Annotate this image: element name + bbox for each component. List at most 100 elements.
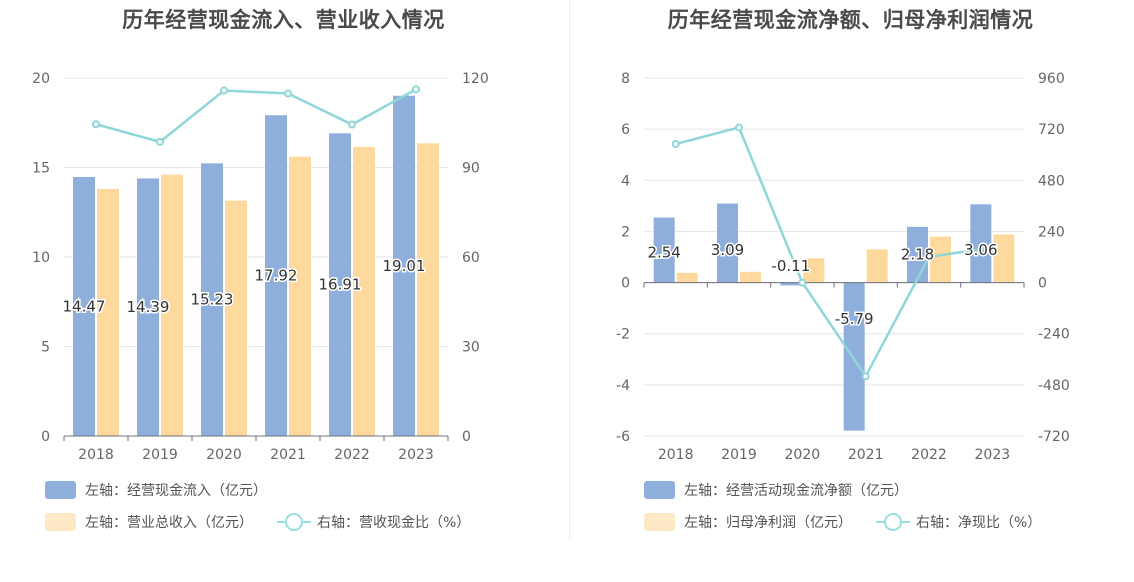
bar <box>289 156 311 436</box>
bar <box>161 174 183 436</box>
right-axis-tick-label: 720 <box>1038 122 1065 138</box>
bar <box>417 143 439 436</box>
bar <box>717 203 738 283</box>
left-axis-tick-label: 5 <box>41 340 50 356</box>
category-label: 2023 <box>398 447 434 463</box>
bar <box>137 178 159 436</box>
line-point <box>925 253 933 261</box>
legend-line-icon <box>876 513 910 531</box>
right-axis-tick-label: -480 <box>1038 378 1070 394</box>
line-point <box>156 137 164 146</box>
legend-row-2: 左轴：归母净利润（亿元） 右轴：净现比（%） <box>644 512 1065 532</box>
bar <box>225 200 247 436</box>
bar-data-label: 14.39 <box>127 298 170 316</box>
category-label: 2020 <box>785 447 821 463</box>
left-axis-tick-label: -2 <box>616 327 630 343</box>
category-label: 2018 <box>78 447 114 463</box>
left-chart-plot: 0 5 10 15 20 0 30 60 90 120 2018 2019 2020 2021 2022 20… <box>32 71 489 463</box>
left-axis-tick-label: 0 <box>621 276 630 292</box>
bar <box>73 176 95 436</box>
bar-data-label: 16.91 <box>319 276 362 294</box>
legend-item-revenue[interactable]: 左轴：营业总收入（亿元） <box>45 512 253 532</box>
legend-label: 左轴：归母净利润（亿元） <box>684 515 852 531</box>
bar <box>201 163 223 436</box>
bar <box>740 271 761 283</box>
legend-item-cash-inflow[interactable]: 左轴：经营现金流入（亿元） <box>45 480 267 500</box>
right-axis-tick-label: 480 <box>1038 173 1065 189</box>
legend-label: 左轴：经营活动现金流净额（亿元） <box>684 483 908 499</box>
line-point <box>412 85 420 94</box>
left-axis-tick-label: 15 <box>32 161 50 177</box>
right-axis-tick-label: 240 <box>1038 224 1065 240</box>
left-axis-tick-label: 6 <box>621 122 630 138</box>
line-point <box>220 86 228 95</box>
left-axis-tick-label: -4 <box>616 378 630 394</box>
category-label: 2019 <box>721 447 757 463</box>
left-axis-tick-label: 20 <box>32 71 50 87</box>
legend-swatch-blue <box>45 481 76 499</box>
bar <box>843 282 865 431</box>
legend-row-1: 左轴：经营现金流入（亿元） <box>45 480 291 500</box>
bar <box>866 249 888 283</box>
left-axis-tick-label: 10 <box>32 250 50 266</box>
bar <box>329 133 351 436</box>
bar <box>930 236 951 283</box>
legend-label: 右轴：净现比（%） <box>916 515 1042 531</box>
legend-row-1: 左轴：经营活动现金流净额（亿元） <box>644 480 932 500</box>
right-axis-tick-label: 90 <box>462 161 480 177</box>
line-point <box>798 278 807 287</box>
bar-data-label: 2.54 <box>647 244 680 262</box>
right-axis-tick-label: 30 <box>462 340 480 356</box>
legend-label: 左轴：营业总收入（亿元） <box>85 515 253 531</box>
bar-data-label: 2.18 <box>901 245 934 263</box>
category-label: 2022 <box>334 447 370 463</box>
legend-label: 左轴：经营现金流入（亿元） <box>85 483 267 499</box>
category-label: 2018 <box>658 447 694 463</box>
legend-item-cash-revenue-ratio[interactable]: 右轴：营收现金比（%） <box>277 512 470 532</box>
bar-data-label: 19.01 <box>383 257 426 275</box>
category-label: 2019 <box>142 447 178 463</box>
left-axis-tick-label: 8 <box>621 71 630 87</box>
bar-data-label: 3.09 <box>711 241 744 259</box>
left-axis-tick-label: 4 <box>621 173 630 189</box>
legend-item-net-cash-flow[interactable]: 左轴：经营活动现金流净额（亿元） <box>644 480 908 500</box>
bar-data-label: -5.79 <box>835 310 874 328</box>
bar <box>653 217 675 283</box>
panel-divider <box>569 0 570 540</box>
bar-data-label: 3.06 <box>964 241 997 259</box>
legend-swatch-orange <box>45 513 76 531</box>
category-label: 2022 <box>911 447 947 463</box>
bar <box>780 282 802 286</box>
line-point <box>735 123 743 132</box>
bar <box>676 272 698 283</box>
category-label: 2021 <box>270 447 306 463</box>
bar-data-label: 17.92 <box>255 267 298 285</box>
bar-data-label: 15.23 <box>191 291 234 309</box>
right-axis-tick-label: 120 <box>462 71 489 87</box>
legend-swatch-blue <box>644 481 675 499</box>
ratio-line <box>95 88 417 144</box>
line-point <box>988 243 997 252</box>
right-axis-tick-label: 60 <box>462 250 480 266</box>
bar <box>353 146 375 437</box>
legend-label: 右轴：营收现金比（%） <box>317 515 471 531</box>
category-label: 2020 <box>206 447 242 463</box>
chart-title: 历年经营现金流入、营业收入情况 <box>122 8 445 32</box>
category-label: 2021 <box>848 447 884 463</box>
chart-title: 历年经营现金流净额、归母净利润情况 <box>667 8 1034 32</box>
bar <box>265 115 287 437</box>
left-axis-tick-label: 0 <box>41 429 50 445</box>
ratio-line <box>675 125 993 379</box>
right-chart-plot: -6 -4 -2 0 2 4 6 8 -720 -480 -240 0 240 480 720 960 2018… <box>616 71 1070 463</box>
bar <box>803 258 825 283</box>
legend-row-2: 左轴：营业总收入（亿元） 右轴：营收现金比（%） <box>45 512 494 532</box>
right-axis-tick-label: 0 <box>462 429 471 445</box>
legend-item-net-cash-ratio[interactable]: 右轴：净现比（%） <box>876 512 1041 532</box>
bar <box>993 234 1015 283</box>
bar <box>970 204 992 283</box>
left-axis-tick-label: 2 <box>621 224 630 240</box>
left-chart-panel: 历年经营现金流入、营业收入情况 0 5 10 15 20 0 30 60 90 120 2018 20… <box>32 8 494 532</box>
legend-item-net-profit[interactable]: 左轴：归母净利润（亿元） <box>644 512 852 532</box>
legend-swatch-orange <box>644 513 675 531</box>
line-point <box>861 372 870 381</box>
